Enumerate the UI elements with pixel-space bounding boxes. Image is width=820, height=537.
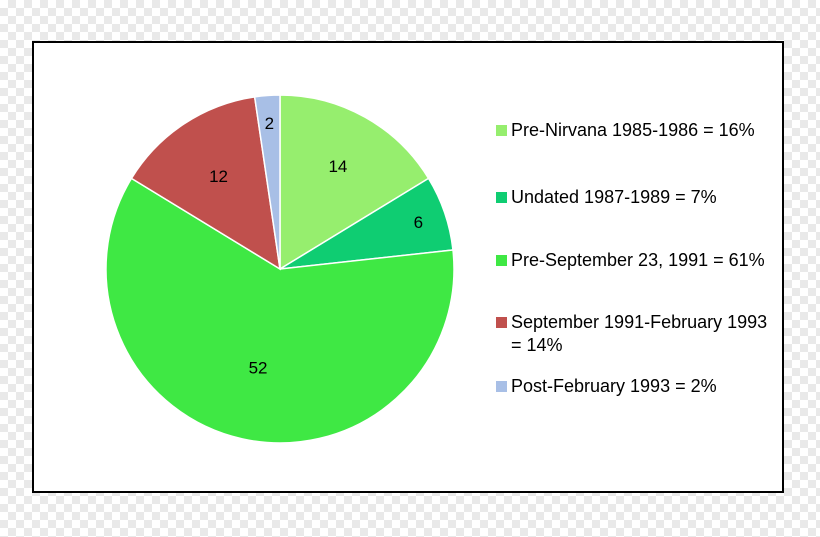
legend-label: Post-February 1993 = 2% — [511, 376, 717, 396]
slice-value-label: 12 — [209, 167, 228, 186]
legend-swatch — [496, 192, 507, 203]
legend-label: Pre-Nirvana 1985-1986 = 16% — [511, 120, 755, 140]
legend-label: Pre-September 23, 1991 = 61% — [511, 250, 765, 270]
pie-slice-4 — [253, 94, 281, 270]
chart-frame: 14 6 52 12 2 Pre-Nirvana 1985-1986 = 16% Und… — [32, 41, 784, 493]
slice-value-label: 6 — [414, 213, 423, 232]
slice-value-label: 52 — [249, 359, 268, 378]
pie-slice-0 — [279, 94, 430, 271]
slice-value-label: 14 — [328, 157, 347, 176]
legend-item-pre-september: Pre-September 23, 1991 = 61% — [496, 249, 778, 272]
legend-swatch — [496, 381, 507, 392]
legend-swatch — [496, 255, 507, 266]
pie-chart: 14 6 52 12 2 — [105, 94, 455, 444]
slice-value-label: 2 — [265, 114, 274, 133]
legend-label: September 1991-February 1993 = 14% — [511, 312, 768, 355]
legend-swatch — [496, 125, 507, 136]
pie-slice-3 — [130, 96, 281, 271]
legend-item-pre-nirvana: Pre-Nirvana 1985-1986 = 16% — [496, 119, 778, 142]
legend-item-post-february: Post-February 1993 = 2% — [496, 375, 778, 398]
legend-swatch — [496, 317, 507, 328]
legend-item-undated: Undated 1987-1989 = 7% — [496, 186, 778, 209]
pie-slice-2 — [105, 177, 455, 444]
legend-label: Undated 1987-1989 = 7% — [511, 187, 717, 207]
pie-slices — [105, 94, 455, 444]
pie-slice-labels: 14 6 52 12 2 — [209, 114, 423, 377]
legend-item-september-1991: September 1991-February 1993 = 14% — [496, 311, 778, 357]
